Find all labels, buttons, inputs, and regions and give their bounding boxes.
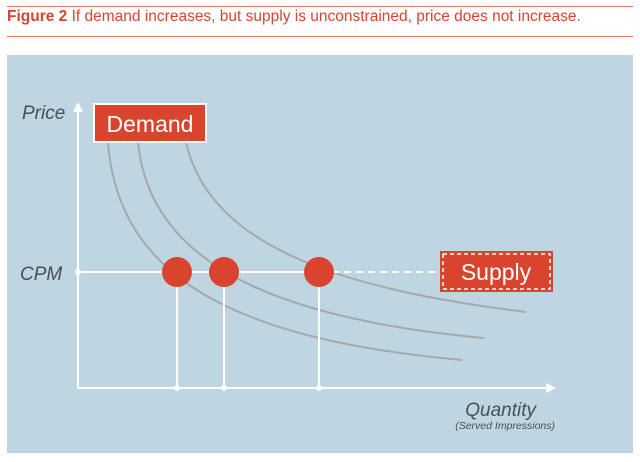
x-axis-label: Quantity [465, 400, 537, 421]
quantity-tick-1 [174, 385, 180, 391]
equilibrium-point-1 [162, 257, 192, 287]
x-axis-sublabel: (Served Impressions) [455, 420, 555, 432]
cpm-label: CPM [20, 264, 62, 285]
y-axis-label: Price [22, 103, 65, 124]
quantity-tick-3 [316, 385, 322, 391]
demand-box-label: Demand [107, 111, 194, 137]
quantity-tick-2 [221, 385, 227, 391]
supply-box-label: Supply [461, 259, 532, 285]
demand-curve-2 [138, 142, 484, 338]
equilibrium-point-2 [209, 257, 239, 287]
cpm-axis-tick [75, 269, 81, 275]
equilibrium-point-3 [304, 257, 334, 287]
supply-demand-diagram: Price CPM Quantity (Served Impressions) … [0, 0, 640, 462]
demand-curve-1 [108, 142, 462, 360]
